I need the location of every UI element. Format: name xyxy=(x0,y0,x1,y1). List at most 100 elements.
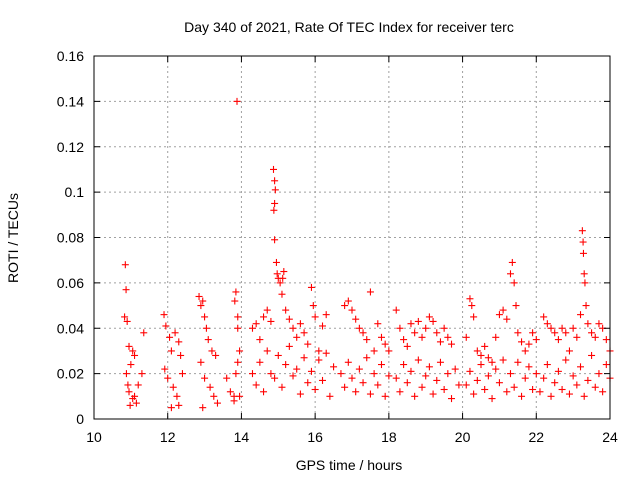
data-point xyxy=(175,401,183,409)
data-point xyxy=(304,379,312,387)
grid-lines xyxy=(94,56,610,419)
data-point xyxy=(177,351,185,359)
data-point xyxy=(296,320,304,328)
data-point xyxy=(470,390,478,398)
plot-frame xyxy=(93,55,611,420)
data-point xyxy=(311,386,319,394)
data-point xyxy=(529,329,537,337)
data-point xyxy=(199,297,207,305)
data-point xyxy=(344,358,352,366)
y-tick-label: 0.16 xyxy=(57,48,84,64)
data-point xyxy=(580,392,588,400)
data-point xyxy=(263,306,271,314)
data-point xyxy=(503,388,511,396)
data-point xyxy=(440,324,448,332)
data-point xyxy=(348,374,356,382)
data-point xyxy=(473,376,481,384)
data-point xyxy=(588,351,596,359)
data-point xyxy=(125,388,133,396)
data-point xyxy=(232,370,240,378)
data-point xyxy=(280,268,288,276)
data-point xyxy=(591,383,599,391)
data-point xyxy=(121,313,129,321)
data-point xyxy=(577,363,585,371)
data-point xyxy=(271,199,279,207)
data-point xyxy=(510,383,518,391)
data-point xyxy=(272,258,280,266)
data-point xyxy=(562,329,570,337)
data-point xyxy=(233,97,241,105)
data-point xyxy=(204,336,212,344)
data-point xyxy=(341,383,349,391)
data-point xyxy=(122,286,130,294)
data-point xyxy=(289,372,297,380)
data-point xyxy=(256,358,264,366)
data-point xyxy=(407,367,415,375)
data-point xyxy=(484,372,492,380)
data-point xyxy=(444,333,452,341)
data-point xyxy=(169,383,177,391)
y-tick-label: 0.14 xyxy=(57,93,84,109)
data-point xyxy=(267,317,275,325)
data-point xyxy=(569,372,577,380)
data-point xyxy=(551,379,559,387)
data-point xyxy=(411,329,419,337)
data-point xyxy=(206,383,214,391)
data-point xyxy=(392,306,400,314)
data-point xyxy=(414,317,422,325)
data-point xyxy=(370,370,378,378)
data-point xyxy=(377,361,385,369)
y-tick-labels: 0 0.02 0.04 0.06 0.08 0.1 0.12 0.14 0.16 xyxy=(57,48,84,427)
data-point xyxy=(322,349,330,357)
data-point xyxy=(547,324,555,332)
data-point xyxy=(352,315,360,323)
data-point xyxy=(374,320,382,328)
x-tick-label: 14 xyxy=(234,429,250,445)
data-point xyxy=(602,361,610,369)
data-point xyxy=(466,367,474,375)
data-point xyxy=(274,351,282,359)
data-point xyxy=(602,336,610,344)
data-point xyxy=(164,374,172,382)
data-point xyxy=(208,347,216,355)
data-point xyxy=(581,279,589,287)
data-point xyxy=(161,365,169,373)
data-point xyxy=(532,370,540,378)
data-point xyxy=(269,165,277,173)
data-point xyxy=(134,381,142,389)
data-point xyxy=(396,388,404,396)
data-point xyxy=(385,347,393,355)
data-point xyxy=(278,383,286,391)
data-point xyxy=(433,376,441,384)
data-point xyxy=(201,374,209,382)
data-point xyxy=(282,361,290,369)
data-point xyxy=(543,361,551,369)
data-point xyxy=(171,329,179,337)
data-point xyxy=(271,236,279,244)
data-point xyxy=(514,329,522,337)
data-point xyxy=(565,390,573,398)
data-point xyxy=(178,370,186,378)
data-point xyxy=(236,392,244,400)
data-point xyxy=(162,322,170,330)
data-point xyxy=(210,392,218,400)
data-point xyxy=(477,351,485,359)
data-point xyxy=(226,388,234,396)
data-point xyxy=(271,374,279,382)
data-point xyxy=(315,347,323,355)
data-point xyxy=(197,358,205,366)
data-point xyxy=(540,374,548,382)
data-point xyxy=(319,322,327,330)
data-point xyxy=(510,279,518,287)
data-point xyxy=(514,358,522,366)
data-point xyxy=(330,363,338,371)
data-point xyxy=(578,227,586,235)
data-point xyxy=(484,354,492,362)
data-point xyxy=(381,340,389,348)
data-point xyxy=(248,370,256,378)
data-point xyxy=(579,249,587,257)
y-tick-label: 0.1 xyxy=(65,184,85,200)
data-point xyxy=(201,313,209,321)
data-point xyxy=(252,381,260,389)
data-point xyxy=(462,333,470,341)
